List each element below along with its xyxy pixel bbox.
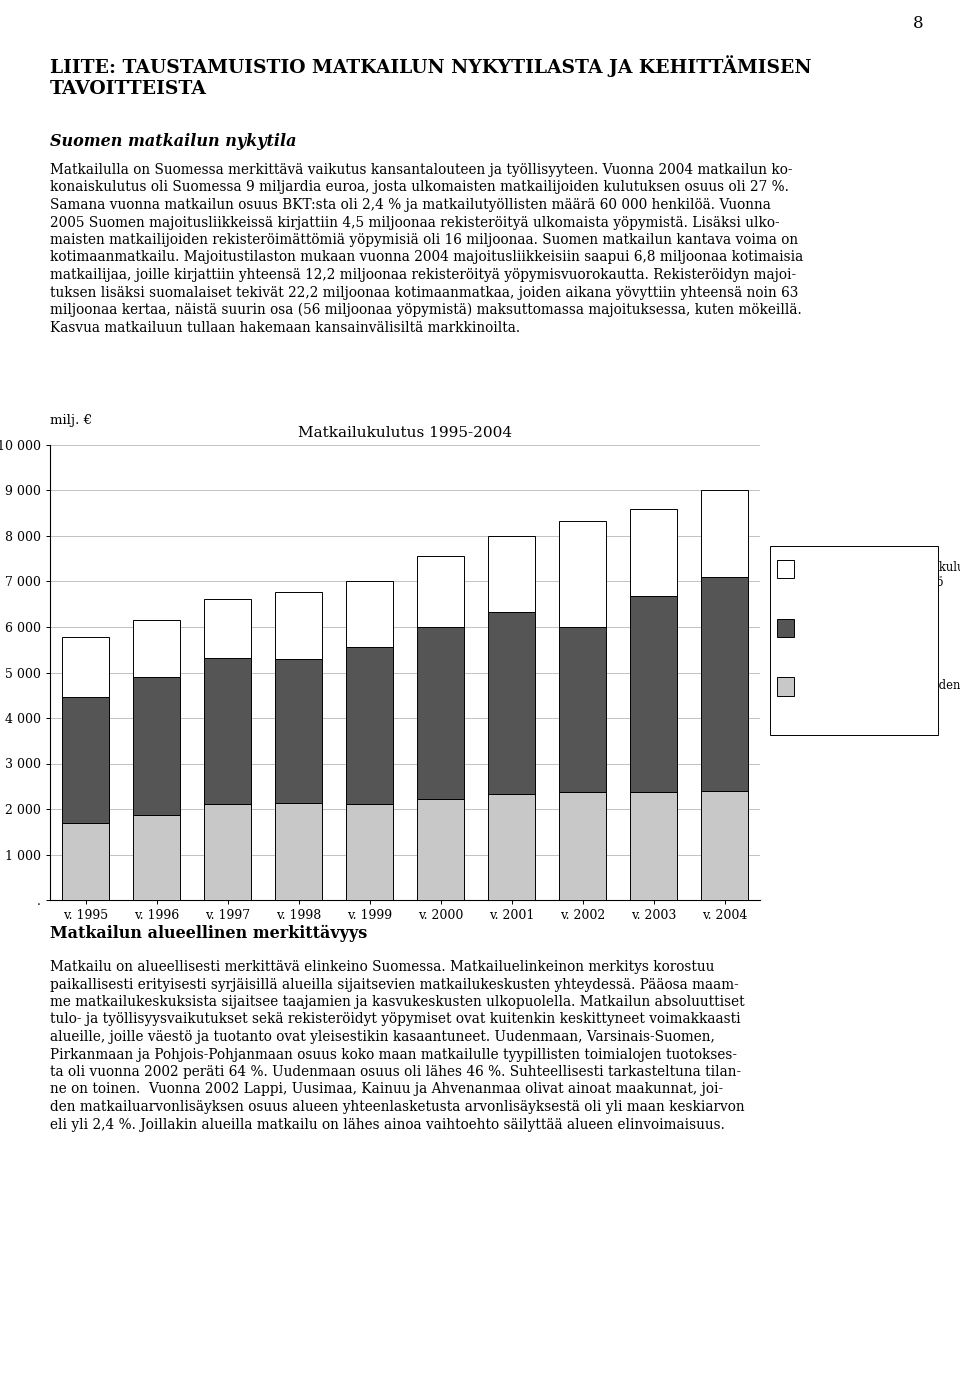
Bar [560, 793, 606, 900]
Bar [347, 647, 393, 804]
Text: Pirkanmaan ja Pohjois-Pohjanmaan osuus koko maan matkailulle tyypillisten toimia: Pirkanmaan ja Pohjois-Pohjanmaan osuus k… [50, 1047, 737, 1061]
Bar [62, 822, 108, 900]
Text: me matkailukeskuksista sijaitsee taajamien ja kasvukeskusten ulkopuolella. Matka: me matkailukeskuksista sijaitsee taajami… [50, 995, 745, 1009]
Text: ta oli vuonna 2002 peräti 64 %. Uudenmaan osuus oli lähes 46 %. Suhteellisesti t: ta oli vuonna 2002 peräti 64 %. Uudenmaa… [50, 1065, 741, 1079]
Text: Suomen matkailun nykytila: Suomen matkailun nykytila [50, 133, 297, 150]
Text: LIITE: TAUSTAMUISTIO MATKAILUN NYKYTILASTA JA KEHITTÄMISEN: LIITE: TAUSTAMUISTIO MATKAILUN NYKYTILAS… [50, 55, 811, 77]
Bar [347, 804, 393, 900]
Text: Ulkomaisten matkailijoiden
kulutus: Ulkomaisten matkailijoiden kulutus [800, 679, 960, 707]
Text: eli yli 2,4 %. Joillakin alueilla matkailu on lähes ainoa vaihtoehto säilyttää a: eli yli 2,4 %. Joillakin alueilla matkai… [50, 1117, 725, 1131]
Text: TAVOITTEISTA: TAVOITTEISTA [50, 80, 206, 98]
Bar [702, 491, 748, 577]
Text: milj. €: milj. € [50, 414, 92, 426]
Bar [62, 637, 108, 696]
Bar [560, 520, 606, 626]
Bar [489, 794, 535, 900]
Text: matkailijaa, joille kirjattiin yhteensä 12,2 miljoonaa rekisteröityä yöpymisvuor: matkailijaa, joille kirjattiin yhteensä … [50, 268, 796, 282]
Text: konaiskulutus oli Suomessa 9 miljardia euroa, josta ulkomaisten matkailijoiden k: konaiskulutus oli Suomessa 9 miljardia e… [50, 180, 789, 194]
Bar [204, 804, 251, 900]
Bar [276, 660, 322, 802]
Text: paikallisesti erityisesti syrjäisillä alueilla sijaitsevien matkailukeskusten yh: paikallisesti erityisesti syrjäisillä al… [50, 977, 738, 991]
Bar [133, 621, 180, 677]
Bar [631, 596, 677, 793]
Bar [489, 535, 535, 612]
Text: Suomalaisten
matkailukulutus: Suomalaisten matkailukulutus [800, 621, 895, 649]
Text: den matkailuarvonlisäyksen osuus alueen yhteenlasketusta arvonlisäyksestä oli yl: den matkailuarvonlisäyksen osuus alueen … [50, 1100, 745, 1114]
Title: Matkailukulutus 1995-2004: Matkailukulutus 1995-2004 [298, 425, 512, 439]
Text: kotimaanmatkailu. Majoitustilaston mukaan vuonna 2004 majoitusliikkeisiin saapui: kotimaanmatkailu. Majoitustilaston mukaa… [50, 250, 804, 264]
Text: 2005 Suomen majoitusliikkeissä kirjattiin 4,5 miljoonaa rekisteröityä ulkomaista: 2005 Suomen majoitusliikkeissä kirjattii… [50, 215, 780, 229]
Text: 8: 8 [913, 15, 924, 32]
Bar [62, 696, 108, 822]
Text: Samana vuonna matkailun osuus BKT:sta oli 2,4 % ja matkailutyöllisten määrä 60 0: Samana vuonna matkailun osuus BKT:sta ol… [50, 199, 771, 212]
Bar [702, 791, 748, 900]
Bar [418, 800, 464, 900]
Text: tuksen lisäksi suomalaiset tekivät 22,2 miljoonaa kotimaanmatkaa, joiden aikana : tuksen lisäksi suomalaiset tekivät 22,2 … [50, 285, 799, 299]
Text: Työajan korvatut matkakulut
ja omien mökkien käyttö: Työajan korvatut matkakulut ja omien mök… [800, 562, 960, 590]
Text: Kasvua matkailuun tullaan hakemaan kansainvälisiltä markkinoilta.: Kasvua matkailuun tullaan hakemaan kansa… [50, 320, 520, 334]
Text: Matkailu on alueellisesti merkittävä elinkeino Suomessa. Matkailuelinkeinon merk: Matkailu on alueellisesti merkittävä eli… [50, 960, 714, 974]
Text: ne on toinen.  Vuonna 2002 Lappi, Uusimaa, Kainuu ja Ahvenanmaa olivat ainoat ma: ne on toinen. Vuonna 2002 Lappi, Uusimaa… [50, 1082, 723, 1096]
Text: maisten matkailijoiden rekisteröimättömiä yöpymisiä oli 16 miljoonaa. Suomen mat: maisten matkailijoiden rekisteröimättömi… [50, 233, 798, 247]
Bar [133, 677, 180, 815]
Text: tulo- ja työllisyysvaikutukset sekä rekisteröidyt yöpymiset ovat kuitenkin keski: tulo- ja työllisyysvaikutukset sekä reki… [50, 1012, 740, 1026]
Bar [418, 556, 464, 626]
Bar [418, 626, 464, 800]
Text: alueille, joille väestö ja tuotanto ovat yleisestikin kasaantuneet. Uudenmaan, V: alueille, joille väestö ja tuotanto ovat… [50, 1030, 715, 1044]
Text: Matkailulla on Suomessa merkittävä vaikutus kansantalouteen ja työllisyyteen. Vu: Matkailulla on Suomessa merkittävä vaiku… [50, 164, 792, 178]
Bar [204, 598, 251, 658]
Bar [702, 577, 748, 791]
Bar [631, 509, 677, 596]
Bar [204, 658, 251, 804]
Bar [133, 815, 180, 900]
Text: Matkailun alueellinen merkittävyys: Matkailun alueellinen merkittävyys [50, 925, 367, 942]
Bar [631, 793, 677, 900]
Text: miljoonaa kertaa, näistä suurin osa (56 miljoonaa yöpymistä) maksuttomassa majoi: miljoonaa kertaa, näistä suurin osa (56 … [50, 303, 802, 317]
Bar [347, 582, 393, 647]
Bar [276, 802, 322, 900]
Bar [560, 626, 606, 793]
Bar [276, 591, 322, 660]
Bar [489, 612, 535, 794]
